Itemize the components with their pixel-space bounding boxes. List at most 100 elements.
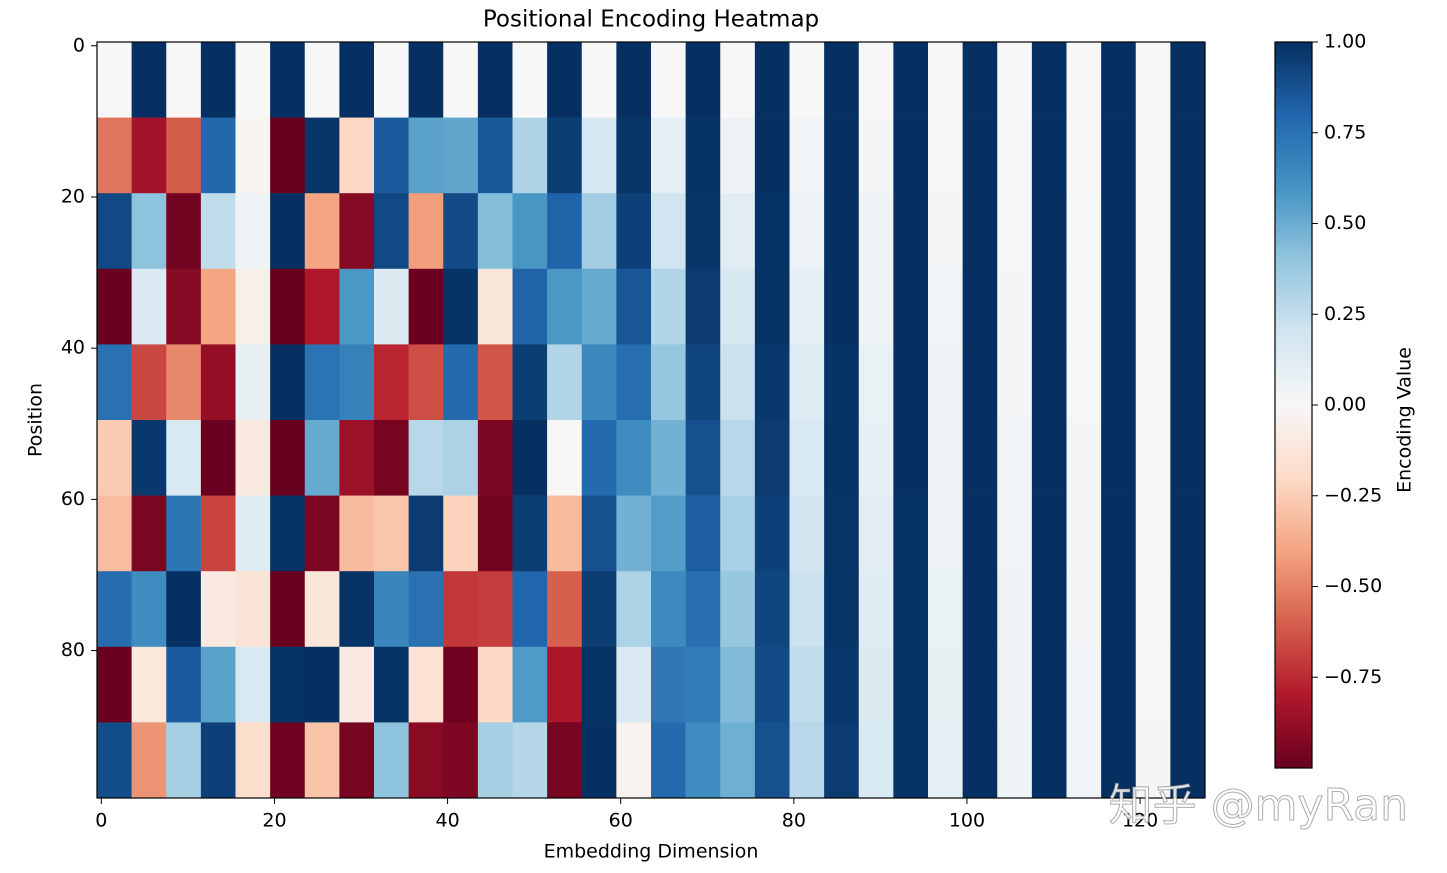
heatmap-cell xyxy=(512,344,548,421)
heatmap-cell xyxy=(97,571,132,648)
colorbar-tick-label: 0.50 xyxy=(1324,212,1366,234)
heatmap-cell xyxy=(339,268,375,345)
heatmap-cell xyxy=(166,420,202,496)
heatmap-cell xyxy=(1135,117,1171,194)
heatmap-cell xyxy=(374,495,409,572)
heatmap-cell xyxy=(962,117,998,194)
heatmap-cell xyxy=(97,193,132,270)
heatmap-cell xyxy=(581,42,617,118)
colorbar-tick-label: −0.25 xyxy=(1324,484,1382,506)
heatmap-cell xyxy=(304,268,340,345)
heatmap-cell xyxy=(408,646,444,723)
heatmap-cell xyxy=(477,193,513,270)
heatmap-cell xyxy=(235,495,271,572)
heatmap-cell xyxy=(339,42,375,118)
heatmap-cell xyxy=(685,495,721,572)
heatmap-cell xyxy=(166,571,202,648)
heatmap-cell xyxy=(97,344,132,421)
heatmap-cell xyxy=(512,571,548,648)
heatmap-cell xyxy=(962,571,998,648)
heatmap-cell xyxy=(477,268,513,345)
heatmap-cell xyxy=(651,420,686,496)
heatmap-cell xyxy=(581,268,617,345)
heatmap-cell xyxy=(1066,193,1102,270)
heatmap-cell xyxy=(651,571,686,648)
heatmap-cell xyxy=(962,420,998,496)
heatmap-cell xyxy=(1170,722,1206,799)
heatmap-cell xyxy=(997,42,1033,118)
heatmap-cell xyxy=(1101,193,1137,270)
heatmap-cell xyxy=(547,646,583,723)
heatmap-cell xyxy=(200,495,236,572)
heatmap-cell xyxy=(443,344,479,421)
heatmap-cell xyxy=(754,571,790,648)
heatmap-cell xyxy=(166,495,202,572)
x-tick-label: 80 xyxy=(782,810,806,832)
y-tick-label: 40 xyxy=(61,337,85,359)
heatmap-cell xyxy=(1031,420,1067,496)
heatmap-cell xyxy=(97,722,132,799)
y-axis-label: Position xyxy=(25,383,47,457)
heatmap-cell xyxy=(374,193,409,270)
heatmap-cell xyxy=(1170,495,1206,572)
heatmap-cell xyxy=(581,646,617,723)
heatmap-cell xyxy=(1101,646,1137,723)
heatmap-cell xyxy=(270,722,306,799)
heatmap-cell xyxy=(1170,571,1206,648)
heatmap-cell xyxy=(685,571,721,648)
heatmap-cell xyxy=(581,117,617,194)
heatmap-cell xyxy=(581,571,617,648)
heatmap-cell xyxy=(374,420,409,496)
heatmap-cell xyxy=(408,344,444,421)
heatmap-cell xyxy=(858,495,894,572)
heatmap-cell xyxy=(547,42,583,118)
heatmap-cell xyxy=(789,268,825,345)
heatmap-cell xyxy=(374,571,409,648)
heatmap-cell xyxy=(1101,420,1137,496)
heatmap-cell xyxy=(824,193,860,270)
heatmap-cell xyxy=(651,344,686,421)
heatmap-cell xyxy=(824,42,860,118)
heatmap-cell xyxy=(789,722,825,799)
heatmap-cell xyxy=(685,420,721,496)
heatmap-cell xyxy=(858,420,894,496)
heatmap-cell xyxy=(131,117,167,194)
heatmap-cell xyxy=(1135,571,1171,648)
heatmap-cell xyxy=(893,646,929,723)
heatmap-cell xyxy=(754,193,790,270)
heatmap-cell xyxy=(1031,495,1067,572)
heatmap-cell xyxy=(1135,646,1171,723)
heatmap-cell xyxy=(97,495,132,572)
heatmap-cell xyxy=(1066,42,1102,118)
heatmap-cell xyxy=(166,646,202,723)
heatmap-cell xyxy=(858,42,894,118)
heatmap-cell xyxy=(235,571,271,648)
heatmap-cell xyxy=(616,420,652,496)
heatmap-cell xyxy=(547,268,583,345)
heatmap-cell xyxy=(200,193,236,270)
heatmap-cell xyxy=(304,571,340,648)
heatmap-cell xyxy=(477,42,513,118)
heatmap-cell xyxy=(997,420,1033,496)
heatmap-cell xyxy=(131,495,167,572)
heatmap-cell xyxy=(131,193,167,270)
heatmap-cell xyxy=(997,722,1033,799)
heatmap-cell xyxy=(235,42,271,118)
heatmap-cell xyxy=(477,495,513,572)
heatmap-cell xyxy=(789,646,825,723)
heatmap-cell xyxy=(1135,722,1171,799)
heatmap-cell xyxy=(962,268,998,345)
heatmap-cell xyxy=(304,722,340,799)
heatmap-cell xyxy=(651,495,686,572)
heatmap-cell xyxy=(97,646,132,723)
heatmap-cell xyxy=(1170,42,1206,118)
heatmap-cell xyxy=(1135,495,1171,572)
heatmap-cell xyxy=(339,571,375,648)
heatmap-cell xyxy=(685,646,721,723)
heatmap-cell xyxy=(339,344,375,421)
heatmap-cell xyxy=(374,268,409,345)
heatmap-cell xyxy=(754,646,790,723)
heatmap-cell xyxy=(408,571,444,648)
heatmap-cell xyxy=(858,646,894,723)
heatmap-cell xyxy=(304,193,340,270)
